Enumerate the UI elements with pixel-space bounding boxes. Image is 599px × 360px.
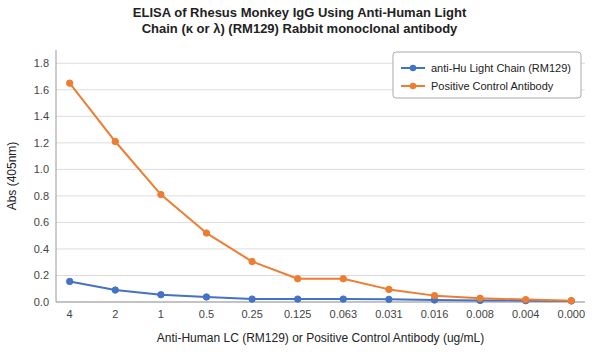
x-tick-label: 0.016 [421,308,449,320]
x-tick-label: 0.000 [558,308,586,320]
y-tick-label: 1.2 [34,137,49,149]
x-tick-label: 0.5 [199,308,214,320]
series-point [294,276,300,282]
series-point [203,230,209,236]
y-axis-label: Abs (405nm) [5,142,19,211]
y-tick-label: 1.0 [34,163,49,175]
y-tick-label: 1.8 [34,57,49,69]
y-tick-label: 0.6 [34,216,49,228]
plot-area [66,80,574,304]
series-point [203,294,209,300]
grid-line [56,169,585,170]
series-point [112,138,118,144]
series-point [294,296,300,302]
title-line: ELISA of Rhesus Monkey IgG Using Anti-Hu… [133,5,467,20]
y-tick-label: 0.2 [34,269,49,281]
x-tick-label: 4 [67,308,73,320]
series-line [70,83,572,301]
series-point [386,296,392,302]
series-point [340,296,346,302]
x-tick-label: 0.031 [375,308,403,320]
series-point [523,296,529,302]
y-tick-label: 0.8 [34,190,49,202]
legend-label: anti-Hu Light Chain (RM129) [431,62,571,74]
series-point [249,258,255,264]
grid-line [56,275,585,276]
series-point [431,292,437,298]
y-tick-label: 0.0 [34,296,49,308]
title: ELISA of Rhesus Monkey IgG Using Anti-Hu… [133,5,467,36]
grid-line [56,116,585,117]
grid-line [56,142,585,143]
grid-line [56,302,585,303]
legend-box [393,52,581,98]
x-tick-label: 0.25 [241,308,262,320]
grid-line [56,195,585,196]
y-tick-label: 1.6 [34,84,49,96]
legend-marker [410,65,416,71]
legend: anti-Hu Light Chain (RM129) Positive Cont… [393,52,581,98]
legend-marker [410,83,416,89]
series-point [568,297,574,303]
chart: ELISA of Rhesus Monkey IgG Using Anti-Hu… [0,0,599,360]
y-tick-label: 1.4 [34,110,49,122]
x-axis-label: Anti-Human LC (RM129) or Positive Contro… [157,331,484,345]
y-tick-label: 0.4 [34,243,49,255]
grid-line [56,222,585,223]
series-point [158,292,164,298]
series-point [340,276,346,282]
x-tick-label: 1 [158,308,164,320]
grid-line [56,248,585,249]
x-tick-label: 0.063 [330,308,358,320]
series-point [158,191,164,197]
x-tick-label: 0.004 [512,308,540,320]
series-point [112,287,118,293]
series-point [568,298,574,304]
legend-label: Positive Control Antibody [431,80,554,92]
series-point [249,296,255,302]
series-point [477,295,483,301]
x-tick-label: 2 [112,308,118,320]
x-axis [56,302,585,303]
x-tick-label: 0.008 [466,308,494,320]
y-axis [56,50,57,302]
x-tick-label: 0.125 [284,308,312,320]
grid [56,63,585,302]
series-point [66,80,72,86]
series-point [66,278,72,284]
title-line: Chain (κ or λ) (RM129) Rabbit monoclonal… [142,21,458,36]
series-point [386,286,392,292]
